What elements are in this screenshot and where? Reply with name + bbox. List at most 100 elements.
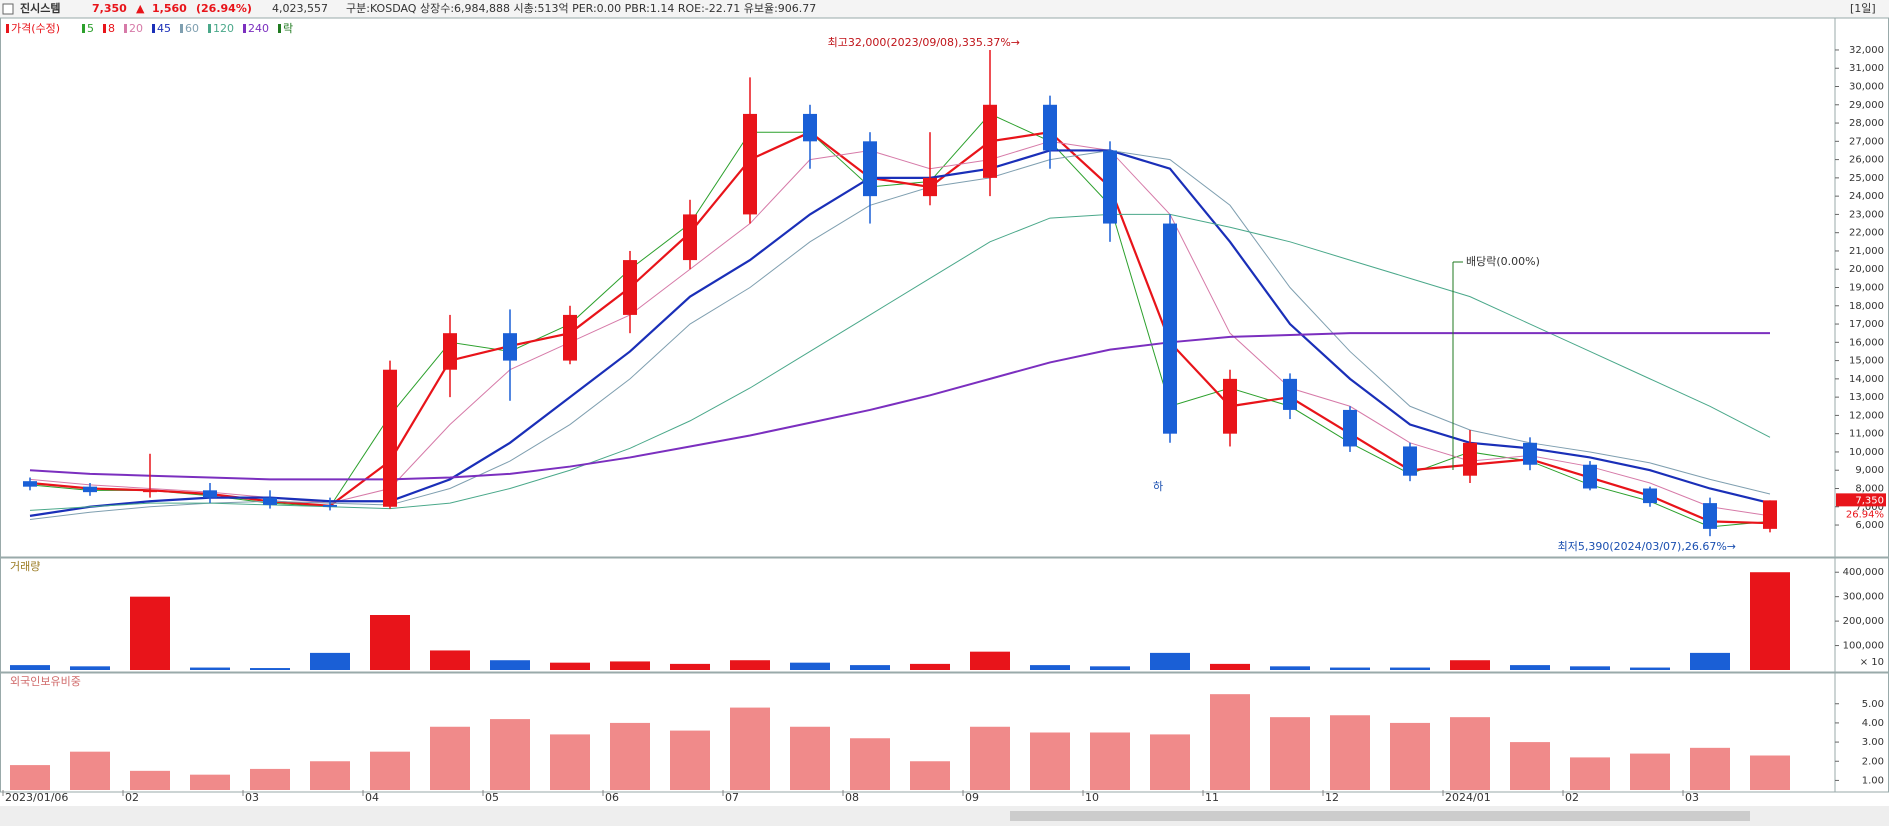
high-note: 최고32,000(2023/09/08),335.37%→ — [828, 36, 1020, 49]
bar — [1030, 732, 1070, 790]
ma-line — [29, 130, 1771, 525]
bar — [970, 726, 1010, 790]
y-tick-label: 3.00 — [1862, 737, 1884, 748]
bar — [550, 734, 590, 790]
x-tick-label: 10 — [1085, 791, 1099, 804]
legend-swatch — [82, 24, 85, 33]
bar — [1630, 667, 1670, 670]
legend-label: 8 — [108, 22, 115, 35]
y-tick-label: 400,000 — [1843, 567, 1884, 578]
y-tick-label: 200,000 — [1843, 616, 1884, 627]
bar — [1750, 572, 1790, 670]
y-tick-label: 24,000 — [1849, 191, 1884, 202]
y-tick-label: 19,000 — [1849, 283, 1884, 294]
arrow: ▲ — [136, 2, 145, 15]
y-tick-label: 30,000 — [1849, 82, 1884, 93]
y-tick-label: 5.00 — [1862, 699, 1884, 710]
x-tick-label: 03 — [245, 791, 259, 804]
bar — [1750, 755, 1790, 790]
bar — [1150, 734, 1190, 790]
bar — [1030, 665, 1070, 670]
x-tick-label: 09 — [965, 791, 979, 804]
candle-body — [1583, 464, 1597, 489]
bar — [130, 596, 170, 670]
panel-title: 거래량 — [10, 560, 40, 573]
legend-label: 60 — [185, 22, 199, 35]
candle-body — [443, 333, 457, 370]
y-tick-label: 20,000 — [1849, 264, 1884, 275]
period[interactable]: [1일] — [1850, 1, 1876, 15]
x-tick-label: 02 — [125, 791, 139, 804]
bar — [730, 707, 770, 790]
candle-body — [1283, 378, 1297, 410]
y-tick-label: 22,000 — [1849, 228, 1884, 239]
legend-label: 240 — [248, 22, 269, 35]
y-tick-label: 13,000 — [1849, 392, 1884, 403]
candle-body — [743, 113, 757, 215]
bar — [130, 770, 170, 790]
legend-swatch — [180, 24, 183, 33]
bar — [250, 768, 290, 790]
scroll-thumb[interactable] — [1010, 811, 1750, 821]
y-tick-label: 29,000 — [1849, 100, 1884, 111]
x-tick-label: 06 — [605, 791, 619, 804]
candle-body — [1463, 442, 1477, 476]
y-tick-label: 7,000 — [1855, 502, 1884, 513]
legend-swatch — [124, 24, 127, 33]
bar — [250, 668, 290, 670]
bar — [850, 738, 890, 790]
legend-swatch — [278, 24, 281, 33]
bar — [1330, 715, 1370, 790]
bar — [610, 661, 650, 670]
candle-body — [203, 490, 217, 498]
bar — [1090, 732, 1130, 790]
bar — [310, 761, 350, 790]
legend-swatch — [6, 24, 9, 33]
bar — [190, 667, 230, 670]
unit-note: × 10 — [1860, 657, 1884, 668]
legend-label: 20 — [129, 22, 143, 35]
legend-title: 가격(수정) — [11, 22, 60, 35]
bar — [490, 660, 530, 670]
candle-body — [1403, 446, 1417, 476]
bar — [1450, 660, 1490, 670]
low-note: 최저5,390(2024/03/07),26.67%→ — [1558, 540, 1736, 553]
candle-body — [1703, 503, 1717, 529]
bar — [1330, 667, 1370, 670]
bar — [1390, 667, 1430, 670]
info-bar — [0, 0, 1889, 18]
y-tick-label: 6,000 — [1855, 520, 1884, 531]
y-tick-label: 100,000 — [1843, 641, 1884, 652]
x-tick-label: 12 — [1325, 791, 1339, 804]
candle-body — [503, 333, 517, 361]
bar — [790, 662, 830, 670]
x-tick-label: 11 — [1205, 791, 1219, 804]
y-tick-label: 300,000 — [1843, 592, 1884, 603]
x-tick-label: 08 — [845, 791, 859, 804]
bar — [1270, 717, 1310, 790]
candle-body — [803, 113, 817, 142]
candle-body — [1343, 409, 1357, 447]
candle-body — [683, 214, 697, 261]
bar — [730, 660, 770, 670]
candle-body — [923, 177, 937, 197]
legend-swatch — [103, 24, 106, 33]
volume: 4,023,557 — [272, 2, 328, 15]
bar — [1570, 666, 1610, 670]
bar — [1210, 694, 1250, 790]
change-pct: (26.94%) — [196, 2, 252, 15]
bar — [10, 665, 50, 670]
halt-note: 하 — [1153, 479, 1163, 493]
y-tick-label: 10,000 — [1849, 447, 1884, 458]
y-tick-label: 15,000 — [1849, 356, 1884, 367]
bar — [1270, 666, 1310, 670]
bar — [1630, 753, 1670, 790]
bar — [1510, 742, 1550, 790]
checkbox[interactable] — [2, 3, 14, 15]
bar — [610, 722, 650, 790]
legend-label: 45 — [157, 22, 171, 35]
candle-body — [263, 497, 277, 505]
y-tick-label: 4.00 — [1862, 718, 1884, 729]
ma-line — [29, 332, 1770, 481]
